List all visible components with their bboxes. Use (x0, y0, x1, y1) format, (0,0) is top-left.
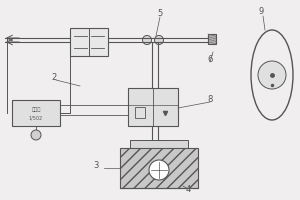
Text: 9: 9 (258, 7, 264, 17)
Text: 5: 5 (158, 9, 163, 19)
Text: 1/502: 1/502 (29, 116, 43, 120)
Text: 6: 6 (207, 55, 213, 64)
Circle shape (154, 36, 164, 45)
Bar (208, 34, 216, 44)
Text: 2: 2 (51, 73, 57, 82)
Text: 3: 3 (93, 162, 99, 170)
Circle shape (258, 61, 286, 89)
Text: 8: 8 (207, 96, 213, 104)
Circle shape (31, 130, 41, 140)
Text: 4: 4 (185, 186, 190, 194)
Bar (144, 140, 166, 148)
Bar (135, 107, 145, 118)
Bar (70, 28, 108, 56)
Circle shape (149, 160, 169, 180)
Bar (130, 140, 188, 148)
Bar (12, 100, 60, 126)
Bar (120, 148, 198, 188)
Circle shape (142, 36, 152, 45)
Bar (128, 88, 178, 126)
Text: 控制器: 控制器 (31, 108, 41, 112)
